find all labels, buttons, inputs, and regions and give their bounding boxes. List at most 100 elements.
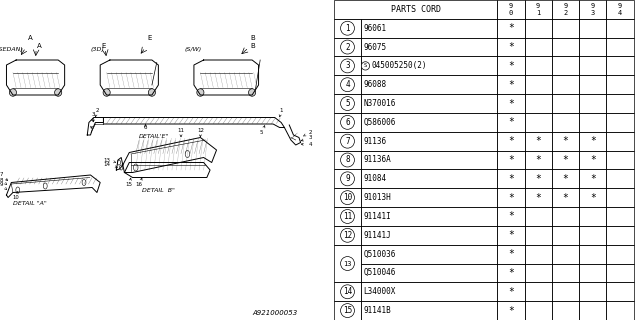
Bar — [552, 151, 579, 169]
Text: DETAIL'E": DETAIL'E" — [139, 133, 170, 139]
Text: 13: 13 — [103, 157, 116, 163]
Bar — [606, 113, 634, 132]
Bar — [579, 75, 606, 94]
Bar — [334, 94, 361, 113]
Ellipse shape — [103, 89, 110, 96]
Bar — [497, 19, 525, 38]
Bar — [552, 169, 579, 188]
Bar — [525, 38, 552, 56]
Circle shape — [340, 78, 355, 92]
Bar — [334, 282, 361, 301]
Bar — [497, 75, 525, 94]
Circle shape — [340, 21, 355, 35]
Text: 7: 7 — [0, 172, 8, 180]
Bar — [497, 301, 525, 320]
Text: 9: 9 — [345, 174, 350, 183]
Bar — [334, 56, 361, 75]
Text: 13: 13 — [343, 260, 352, 267]
Bar — [579, 301, 606, 320]
Bar — [334, 245, 361, 282]
Text: 9
1: 9 1 — [536, 3, 540, 16]
Bar — [606, 56, 634, 75]
Text: 2: 2 — [345, 43, 350, 52]
Circle shape — [340, 191, 355, 204]
Text: 4: 4 — [345, 80, 350, 89]
Bar — [552, 132, 579, 151]
Bar — [361, 151, 497, 169]
Bar — [579, 207, 606, 226]
Text: 14: 14 — [103, 163, 117, 168]
Circle shape — [340, 59, 355, 73]
Text: 7: 7 — [345, 137, 350, 146]
Text: 12: 12 — [343, 231, 352, 240]
Text: 91136A: 91136A — [364, 156, 391, 164]
Bar — [361, 75, 497, 94]
Bar — [606, 301, 634, 320]
Text: 96061: 96061 — [364, 24, 387, 33]
Bar — [361, 19, 497, 38]
Circle shape — [44, 183, 47, 189]
Bar — [552, 282, 579, 301]
Bar — [552, 38, 579, 56]
Bar — [579, 226, 606, 245]
Bar — [525, 94, 552, 113]
Bar — [606, 75, 634, 94]
Text: *: * — [508, 117, 514, 127]
Text: *: * — [508, 61, 514, 71]
Ellipse shape — [248, 89, 255, 96]
Text: 16: 16 — [136, 178, 143, 188]
Circle shape — [340, 40, 355, 54]
Bar — [525, 282, 552, 301]
Bar — [525, 19, 552, 38]
Bar — [552, 19, 579, 38]
Text: *: * — [508, 80, 514, 90]
Bar — [497, 207, 525, 226]
Bar — [361, 113, 497, 132]
Circle shape — [134, 164, 138, 171]
Bar — [579, 132, 606, 151]
Text: 9
3: 9 3 — [591, 3, 595, 16]
Text: *: * — [508, 287, 514, 297]
Bar — [361, 38, 497, 56]
Bar — [552, 188, 579, 207]
Bar — [552, 264, 579, 282]
Bar — [334, 151, 361, 169]
Text: *: * — [508, 155, 514, 165]
Bar — [525, 132, 552, 151]
Text: 10: 10 — [13, 192, 20, 200]
Ellipse shape — [148, 89, 156, 96]
Text: 4: 4 — [90, 118, 94, 128]
Text: 15: 15 — [343, 306, 352, 315]
Bar — [497, 264, 525, 282]
Bar — [579, 94, 606, 113]
Text: PARTS CORD: PARTS CORD — [390, 5, 441, 14]
Text: 91136: 91136 — [364, 137, 387, 146]
Text: 10: 10 — [343, 193, 352, 202]
Bar — [552, 113, 579, 132]
Circle shape — [362, 62, 369, 70]
Text: 5: 5 — [260, 125, 265, 135]
Text: *: * — [563, 155, 568, 165]
Circle shape — [340, 228, 355, 242]
Text: 5: 5 — [345, 99, 350, 108]
Text: 1: 1 — [279, 108, 283, 117]
Bar — [361, 245, 497, 264]
Text: *: * — [508, 23, 514, 33]
Bar — [361, 301, 497, 320]
Text: *: * — [508, 249, 514, 259]
Bar — [579, 151, 606, 169]
Text: *: * — [508, 230, 514, 240]
Text: *: * — [535, 155, 541, 165]
Text: *: * — [508, 306, 514, 316]
Text: *: * — [535, 136, 541, 146]
Text: 9
4: 9 4 — [618, 3, 622, 16]
Bar — [334, 301, 361, 320]
Circle shape — [185, 150, 189, 157]
Bar — [525, 169, 552, 188]
Bar — [552, 56, 579, 75]
Bar — [552, 207, 579, 226]
Circle shape — [340, 153, 355, 167]
Bar — [497, 113, 525, 132]
Bar — [606, 264, 634, 282]
Text: 91141B: 91141B — [364, 306, 391, 315]
